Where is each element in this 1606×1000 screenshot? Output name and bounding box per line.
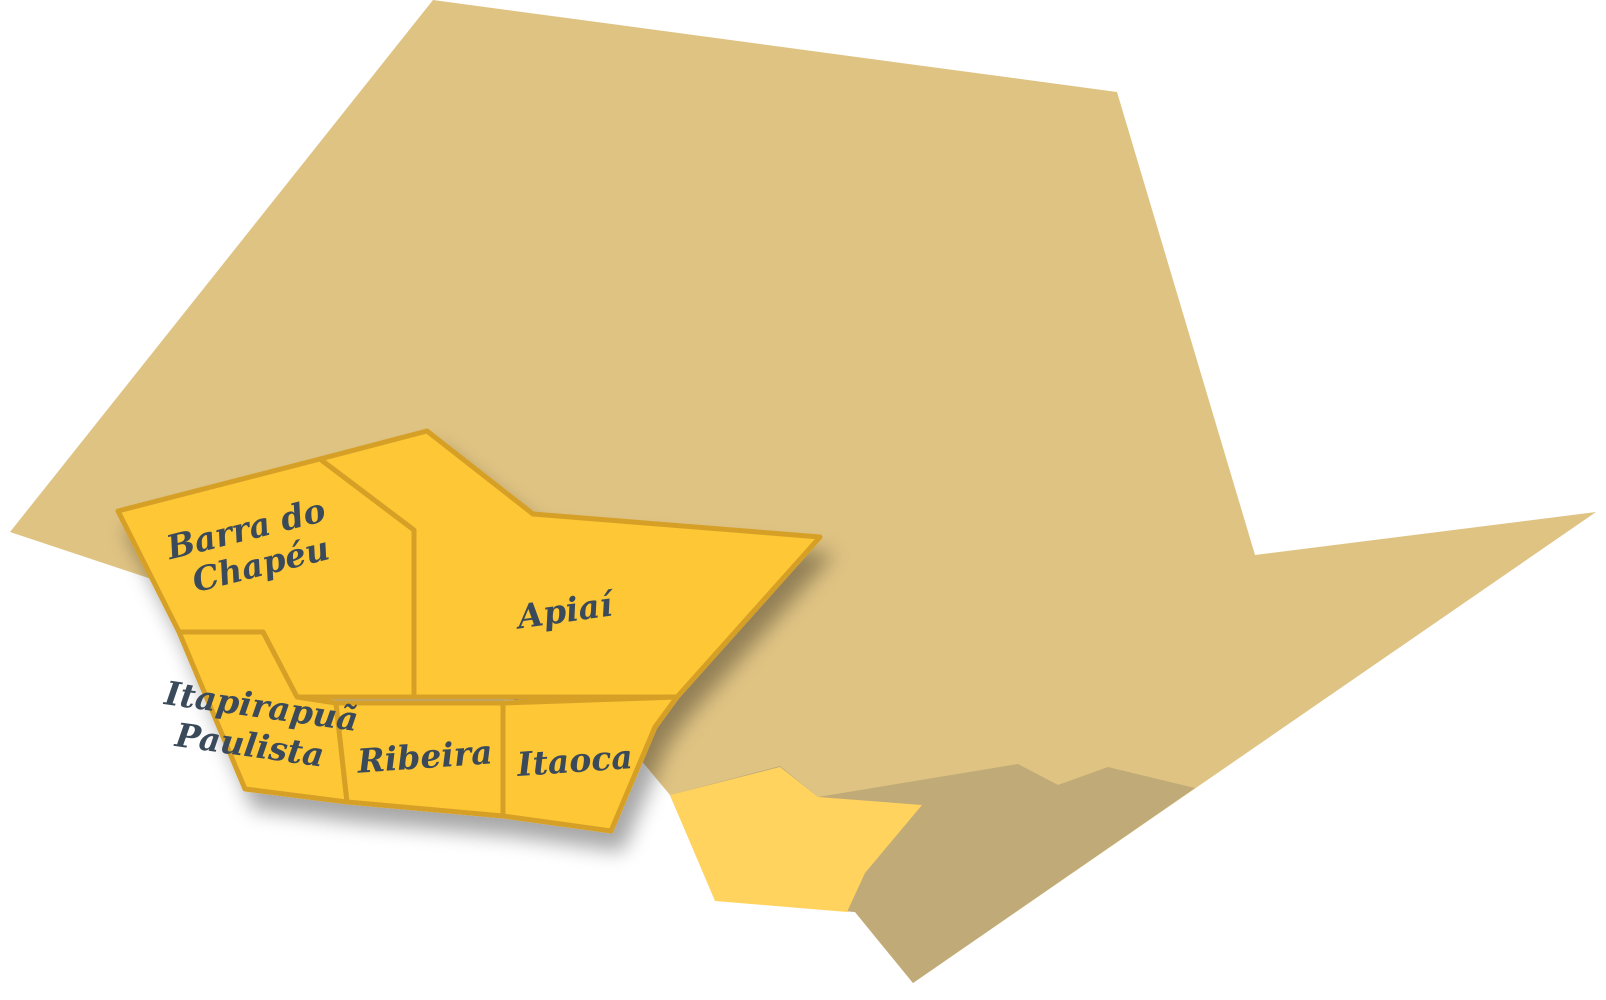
state-shape	[10, 0, 1596, 983]
label-itaoca-text: Itaoca	[515, 737, 634, 784]
region-itaoca[interactable]	[500, 694, 680, 834]
region-apiai[interactable]	[317, 428, 823, 700]
label-itaoca: Itaoca	[515, 737, 634, 784]
label-ribeira: Ribeira	[355, 732, 494, 780]
label-ribeira-text: Ribeira	[355, 732, 494, 780]
neighbor-region	[670, 767, 922, 912]
highlighted-municipalities	[115, 428, 823, 834]
